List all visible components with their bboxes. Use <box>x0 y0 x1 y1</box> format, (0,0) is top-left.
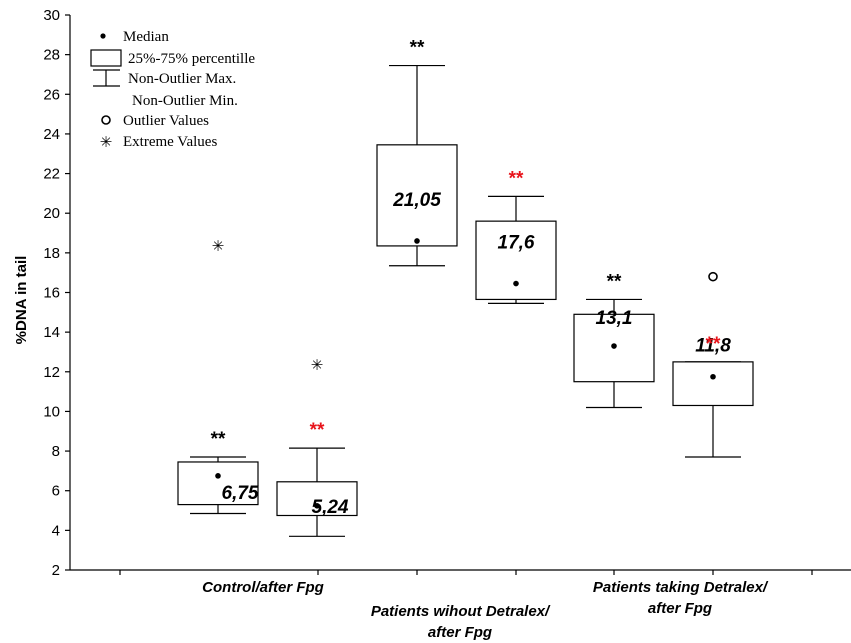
legend-label: Extreme Values <box>123 134 217 150</box>
box-plot-4: 13,1 ** <box>573 271 655 409</box>
y-tick-label: 16 <box>43 285 60 302</box>
median-point <box>314 502 320 509</box>
median-value-label: 17,6 <box>498 233 535 254</box>
y-tick-label: 28 <box>43 47 60 64</box>
x-category-label: Patients taking Detralex/ <box>593 579 769 596</box>
significance-marker: ** <box>509 168 524 189</box>
legend-label: Median <box>123 29 169 45</box>
median-point <box>611 343 617 349</box>
y-tick-label: 26 <box>43 86 60 103</box>
legend-outlier-symbol <box>101 115 111 125</box>
y-tick-label: 18 <box>43 245 60 262</box>
significance-marker: ** <box>310 420 325 441</box>
y-tick-label: 12 <box>43 364 60 381</box>
legend: Median 25%-75% percentille Non-Outlier Max… <box>90 29 255 151</box>
median-value-label: 21,05 <box>392 190 441 211</box>
significance-marker: ** <box>706 334 721 355</box>
iqr-box <box>276 481 358 517</box>
y-tick-label: 30 <box>43 7 60 24</box>
outlier-value-marker <box>708 271 718 282</box>
median-point <box>215 473 221 479</box>
y-tick-label: 22 <box>43 166 60 183</box>
legend-label: 25%-75% percentille <box>128 51 255 67</box>
median-value-label: 13,1 <box>596 308 633 329</box>
extreme-value-marker: ✳ <box>212 239 225 255</box>
box-plot-0: 6,75 ** ✳ <box>177 239 259 515</box>
extreme-value-marker: ✳ <box>311 358 324 374</box>
iqr-box <box>475 220 557 301</box>
median-value-label: 6,75 <box>222 483 259 504</box>
significance-marker: ** <box>211 429 226 450</box>
x-category-label: Control/after Fpg <box>202 579 324 596</box>
median-point <box>513 280 519 287</box>
median-point <box>414 238 420 244</box>
box-plot-5: 11,8** <box>672 271 754 458</box>
median-value-label: 11,8 <box>695 336 731 357</box>
median-point <box>710 373 716 380</box>
y-tick-label: 20 <box>43 205 60 222</box>
x-category-label: Patients wihout Detralex/ <box>371 603 551 620</box>
y-tick-label: 4 <box>52 522 60 539</box>
y-axis-label: %DNA in tail <box>13 256 30 345</box>
significance-marker: ** <box>410 38 425 59</box>
legend-box-symbol <box>90 49 122 67</box>
axes: 24681012141618202224262830Control/after … <box>43 7 851 641</box>
y-tick-label: 8 <box>52 443 60 460</box>
y-tick-label: 6 <box>52 483 60 500</box>
legend-label: Non-Outlier Min. <box>132 93 238 109</box>
y-tick-label: 2 <box>52 562 60 579</box>
significance-marker: ** <box>607 271 622 292</box>
legend-label: Non-Outlier Max. <box>128 71 236 87</box>
iqr-box <box>376 144 458 247</box>
y-tick-label: 14 <box>43 324 60 341</box>
iqr-box <box>672 361 754 407</box>
box-plot-2: 21,05 ** <box>376 38 458 267</box>
x-category-label-line2: after Fpg <box>428 624 492 641</box>
legend-label: Outlier Values <box>123 113 209 129</box>
iqr-box <box>177 461 259 506</box>
legend-extreme-symbol: ✳ <box>100 135 113 151</box>
x-category-label-line2: after Fpg <box>648 600 712 617</box>
box-plot-3: 17,6 ** <box>475 168 557 305</box>
y-tick-label: 10 <box>43 403 60 420</box>
legend-median-symbol <box>100 33 106 39</box>
box-plot-1: 5,24 ** ✳ <box>276 358 358 537</box>
y-tick-label: 24 <box>43 126 60 143</box>
median-value-label: 5,24 <box>312 497 349 518</box>
plot-area: 6,75**✳5,24**✳21,05**17,6**13,1**11,8** <box>177 38 754 537</box>
